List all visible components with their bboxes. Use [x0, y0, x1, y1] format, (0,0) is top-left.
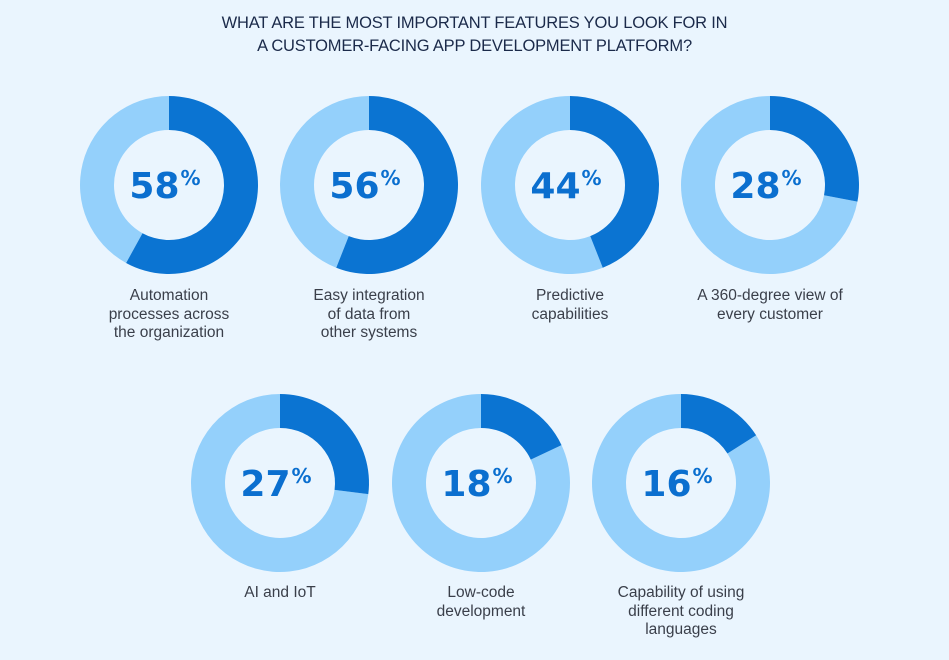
donut-category-label-line: languages	[645, 621, 717, 638]
donut-remaining-segment	[79, 96, 169, 263]
donut-category-label: Predictive capabilities	[470, 287, 670, 324]
donut-category-label: A 360-degree view of every customer	[670, 287, 870, 324]
donut-category-label-line: every customer	[717, 305, 823, 323]
chart-title: WHAT ARE THE MOST IMPORTANT FEATURES YOU…	[0, 12, 949, 58]
donut-value-segment	[770, 96, 859, 202]
donut-remaining-segment	[279, 96, 369, 268]
donut-category-label-line: the organization	[113, 324, 225, 341]
donut-percent-sign: %	[693, 464, 713, 488]
donut-value-number: 58	[129, 166, 179, 207]
donut-28: 28%	[681, 96, 859, 275]
donut-value-number: 28	[730, 166, 780, 207]
donut-percent-sign: %	[493, 464, 513, 488]
donut-category-label: Automation processes across the organizati…	[69, 287, 269, 343]
donut-percent-sign: %	[582, 166, 602, 190]
donut-category-label-line: A 360-degree view of	[697, 287, 843, 304]
donut-remaining-segment	[592, 394, 771, 573]
donut-18: 18%	[392, 394, 570, 573]
donut-value-segment	[681, 394, 757, 454]
donut-category-label-line: Predictive	[535, 287, 605, 304]
donut-category-label: Capability of using different coding langu…	[581, 584, 781, 640]
donut-value-segment	[570, 96, 659, 268]
donut-category-label-line: of data from	[327, 305, 411, 323]
donut-percent-sign: %	[181, 166, 201, 190]
donut-value-label: 27%	[240, 464, 311, 505]
donut-remaining-segment	[191, 393, 369, 572]
donut-value-label: 44%	[530, 166, 601, 207]
donut-value-segment	[481, 394, 562, 460]
chart-title-line-2: A CUSTOMER-FACING APP DEVELOPMENT PLATFO…	[257, 37, 692, 55]
donut-value-segment	[126, 96, 258, 274]
donut-percent-sign: %	[292, 464, 312, 488]
donut-value-label: 18%	[441, 464, 512, 505]
donut-category-label-line: Capability of using	[617, 584, 745, 601]
donut-category-label-line: capabilities	[531, 305, 609, 323]
donut-value-number: 27	[240, 464, 290, 505]
donut-remaining-segment	[392, 394, 570, 573]
donut-category-label-line: development	[436, 602, 526, 620]
donut-27: 27%	[191, 393, 369, 572]
donut-value-number: 16	[641, 464, 691, 505]
donut-category-label: AI and IoT	[180, 584, 380, 603]
chart-title-line-1: WHAT ARE THE MOST IMPORTANT FEATURES YOU…	[221, 14, 728, 32]
donut-category-label: Easy integration of data from other system…	[269, 287, 469, 343]
donut-44: 44%	[480, 96, 659, 274]
donut-value-label: 58%	[129, 166, 200, 207]
donut-remaining-segment	[480, 96, 603, 274]
donut-56: 56%	[279, 96, 458, 274]
donut-58: 58%	[79, 96, 258, 274]
donut-category-label-line: AI and IoT	[244, 584, 316, 601]
donut-value-label: 56%	[329, 166, 400, 207]
donut-category-label-line: other systems	[320, 324, 418, 341]
donut-percent-sign: %	[782, 166, 802, 190]
donut-16: 16%	[592, 394, 771, 573]
donut-category-label-line: processes across	[108, 305, 230, 323]
donut-value-number: 18	[441, 464, 491, 505]
donut-value-label: 28%	[730, 166, 801, 207]
donut-value-number: 44	[530, 166, 580, 207]
donut-remaining-segment	[681, 96, 858, 275]
donut-value-segment	[280, 394, 369, 495]
donut-category-label-line: Easy integration	[313, 287, 425, 304]
donut-category-label-line: Automation	[129, 287, 209, 304]
donut-value-label: 16%	[641, 464, 712, 505]
donut-value-number: 56	[329, 166, 379, 207]
donut-category-label: Low-code development	[381, 584, 581, 621]
donut-category-label-line: different coding	[628, 602, 734, 620]
donut-category-label-line: Low-code	[447, 584, 515, 601]
donut-percent-sign: %	[381, 166, 401, 190]
donut-value-segment	[336, 96, 458, 274]
